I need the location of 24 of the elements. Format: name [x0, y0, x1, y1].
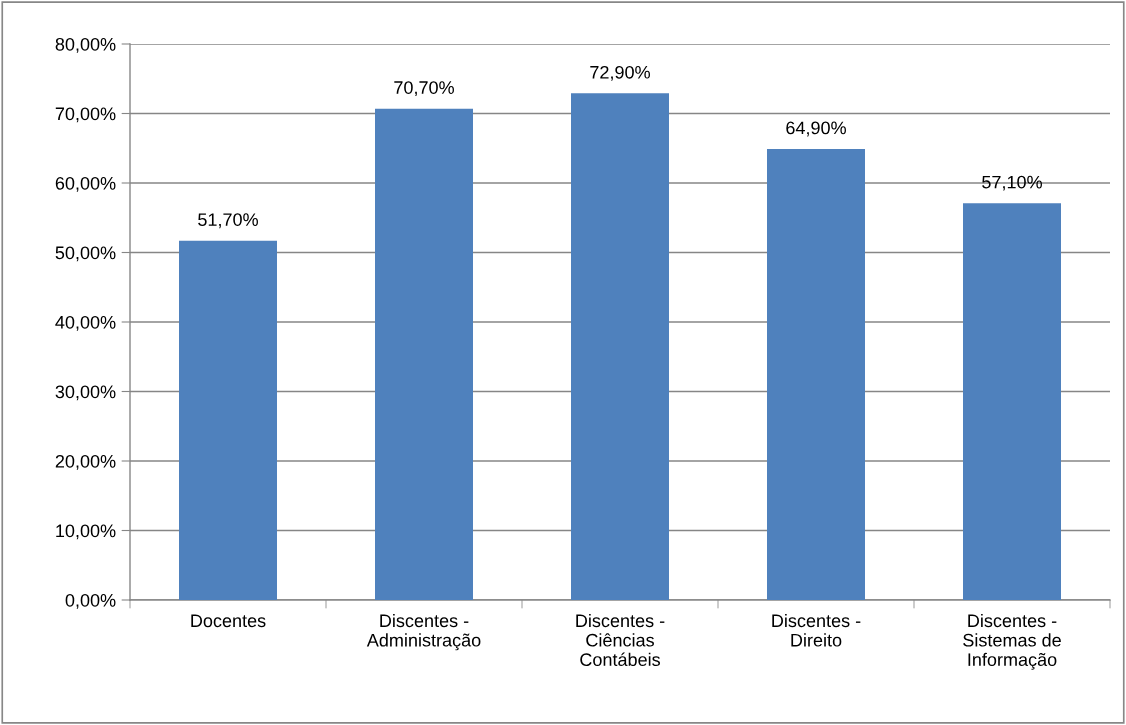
data-label: 57,10% — [982, 175, 1042, 191]
bar — [571, 93, 669, 600]
y-tick-label: 50,00% — [55, 246, 116, 262]
data-label: 72,90% — [590, 65, 650, 81]
y-tick-label: 80,00% — [55, 37, 116, 53]
y-tick-label: 70,00% — [55, 107, 116, 123]
bar — [963, 203, 1061, 600]
x-tick-label: Discentes - Sistemas de Informação — [963, 613, 1061, 670]
data-label: 51,70% — [198, 213, 258, 229]
bar — [767, 148, 865, 600]
bar — [375, 108, 473, 600]
data-label: 70,70% — [394, 81, 454, 97]
y-tick-label: 10,00% — [56, 524, 116, 540]
x-tick-label: Discentes - Direito — [772, 613, 861, 647]
x-tick-label: Discentes - Administração — [366, 613, 481, 651]
y-tick-label: 40,00% — [55, 315, 116, 331]
x-tick-label: Discentes - Ciências Contábeis — [576, 613, 665, 667]
y-tick-label: 60,00% — [55, 176, 116, 192]
x-tick-label: Docentes — [191, 614, 266, 628]
data-label: 64,90% — [786, 121, 846, 137]
y-tick-label: 30,00% — [55, 385, 116, 401]
y-tick-label: 0,00% — [65, 593, 116, 609]
bar — [179, 240, 277, 600]
y-tick-label: 20,00% — [55, 454, 116, 470]
